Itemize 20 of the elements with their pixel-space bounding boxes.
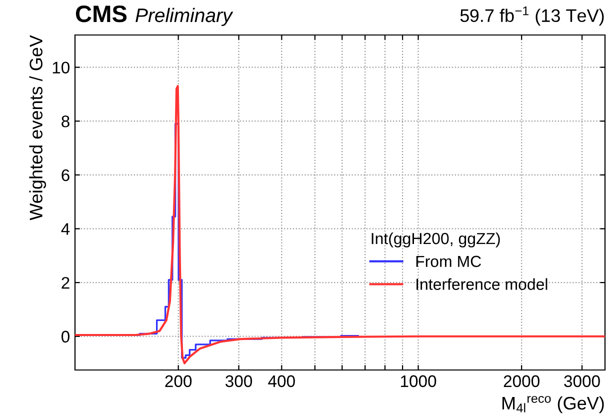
y-tick-label: 10 [52,62,70,74]
x-tick-label: 400 [268,375,295,388]
x-axis-title: M$_{4l}$$^{reco}$ (GeV) [502,396,604,414]
y-tick-label: 4 [61,223,70,235]
chart-title: CMS [76,6,127,22]
y-tick-label: 6 [62,169,70,182]
y-tick-label: 2 [62,276,70,289]
legend-title: Int(ggH200, ggZZ) [372,232,500,248]
x-tick-label: 2000 [504,375,540,388]
legend-label: Interference model [416,278,548,290]
text: 59.7 fb$^{−1}$ (13 TeV) [460,6,604,26]
legend-label: From MC [416,256,481,268]
y-tick-label: 8 [62,116,70,128]
x-tick-label: 3000 [564,375,600,388]
y-tick-label: 0 [62,330,70,343]
x-tick-label: 1000 [400,375,436,388]
y-axis-title: Weighted events / GeV [29,35,46,220]
x-tick-label: 300 [226,375,252,388]
x-tick-label: 200 [165,375,192,388]
chart-subtitle: Preliminary [136,8,234,26]
